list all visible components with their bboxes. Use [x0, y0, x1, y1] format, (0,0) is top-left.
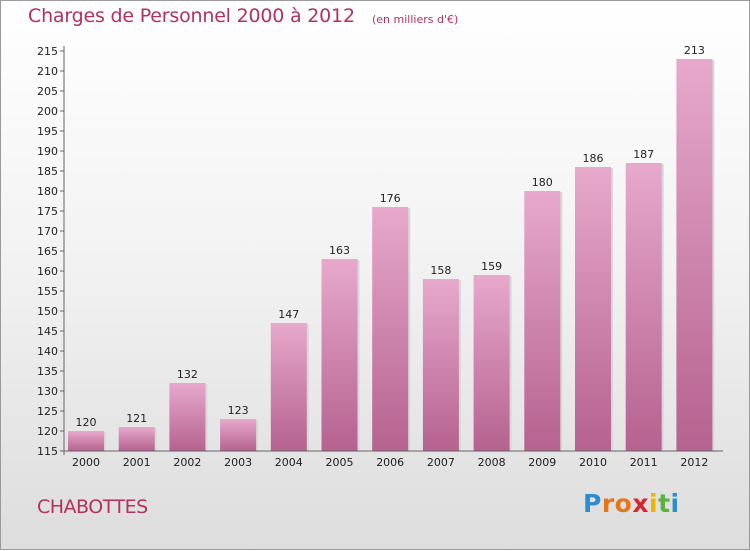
y-tick-label: 140 [37, 345, 58, 358]
logo-letter: i [649, 489, 659, 518]
y-tick-label: 120 [37, 425, 58, 438]
x-tick-label: 2010 [579, 456, 607, 469]
y-tick-label: 215 [37, 45, 58, 58]
bar-value-label: 158 [430, 264, 451, 277]
bar [372, 207, 409, 451]
x-tick-label: 2009 [528, 456, 556, 469]
bar [220, 419, 257, 451]
x-tick-label: 2012 [680, 456, 708, 469]
y-tick-label: 195 [37, 125, 58, 138]
y-tick-label: 130 [37, 385, 58, 398]
bar-value-label: 123 [228, 404, 249, 417]
bar-value-label: 121 [126, 412, 147, 425]
bar [118, 427, 155, 451]
bar-value-label: 120 [76, 416, 97, 429]
bar-group: 120 [68, 416, 106, 452]
x-tick-label: 2000 [72, 456, 100, 469]
x-tick-label: 2007 [427, 456, 455, 469]
bar-value-label: 213 [684, 44, 705, 57]
y-tick-label: 135 [37, 365, 58, 378]
y-tick-label: 210 [37, 65, 58, 78]
y-tick-label: 170 [37, 225, 58, 238]
y-tick-label: 205 [37, 85, 58, 98]
bar-group: 123 [220, 404, 259, 452]
logo-letter: x [632, 489, 649, 518]
x-tick-label: 2003 [224, 456, 252, 469]
bar-value-label: 176 [380, 192, 401, 205]
x-tick-label: 2008 [478, 456, 506, 469]
x-tick-label: 2011 [630, 456, 658, 469]
y-tick-label: 115 [37, 445, 58, 458]
bar-value-label: 186 [583, 152, 604, 165]
bar [270, 323, 307, 451]
bar-group: 180 [524, 176, 563, 452]
chart-subtitle: (en milliers d'€) [372, 13, 459, 26]
logo-letter: P [583, 489, 602, 518]
bar-group: 213 [676, 44, 715, 452]
logo-letter: r [601, 489, 615, 518]
bar-value-label: 147 [278, 308, 299, 321]
bar-group: 159 [473, 260, 512, 452]
x-tick-label: 2004 [275, 456, 303, 469]
bar [422, 279, 459, 451]
y-tick-label: 150 [37, 305, 58, 318]
bars-layer: 120 121 132 123 147 163 176 158 159 180 186 187 213 [68, 44, 715, 452]
bar-value-label: 180 [532, 176, 553, 189]
proxiti-logo: Proxiti [583, 489, 680, 518]
y-tick-label: 125 [37, 405, 58, 418]
logo-letter: o [614, 489, 633, 518]
x-tick-label: 2006 [376, 456, 404, 469]
y-tick-label: 200 [37, 105, 58, 118]
y-tick-label: 185 [37, 165, 58, 178]
y-tick-label: 165 [37, 245, 58, 258]
y-tick-label: 175 [37, 205, 58, 218]
y-tick-label: 155 [37, 285, 58, 298]
bar-value-label: 132 [177, 368, 198, 381]
bar-group: 147 [270, 308, 309, 452]
bar-value-label: 163 [329, 244, 350, 257]
bar [473, 275, 510, 451]
bar-group: 176 [372, 192, 411, 452]
bar-group: 187 [625, 148, 664, 452]
bar-group: 186 [575, 152, 613, 452]
bar [169, 383, 206, 451]
commune-name: CHABOTTES [37, 496, 148, 518]
x-tick-label: 2005 [326, 456, 354, 469]
y-tick-label: 180 [37, 185, 58, 198]
y-tick-label: 190 [37, 145, 58, 158]
y-tick-label: 145 [37, 325, 58, 338]
bar-group: 158 [422, 264, 461, 452]
logo-letter: i [670, 489, 680, 518]
bar [676, 59, 713, 451]
bar-group: 163 [321, 244, 360, 452]
bar [625, 163, 662, 451]
bar-group: 132 [169, 368, 208, 452]
bar [68, 431, 104, 451]
x-tick-label: 2002 [173, 456, 201, 469]
x-tick-label: 2001 [123, 456, 151, 469]
bar [524, 191, 561, 451]
bar-value-label: 187 [633, 148, 654, 161]
chart-title: Charges de Personnel 2000 à 2012 [28, 5, 355, 27]
bar-group: 121 [118, 412, 157, 452]
bar-value-label: 159 [481, 260, 502, 273]
y-tick-label: 160 [37, 265, 58, 278]
bar [575, 167, 611, 451]
bar [321, 259, 358, 451]
axes-layer: 2000 2001 2002 2003 2004 2005 2006 2007 2008 2009… [37, 45, 723, 469]
logo-letter: t [658, 489, 671, 518]
